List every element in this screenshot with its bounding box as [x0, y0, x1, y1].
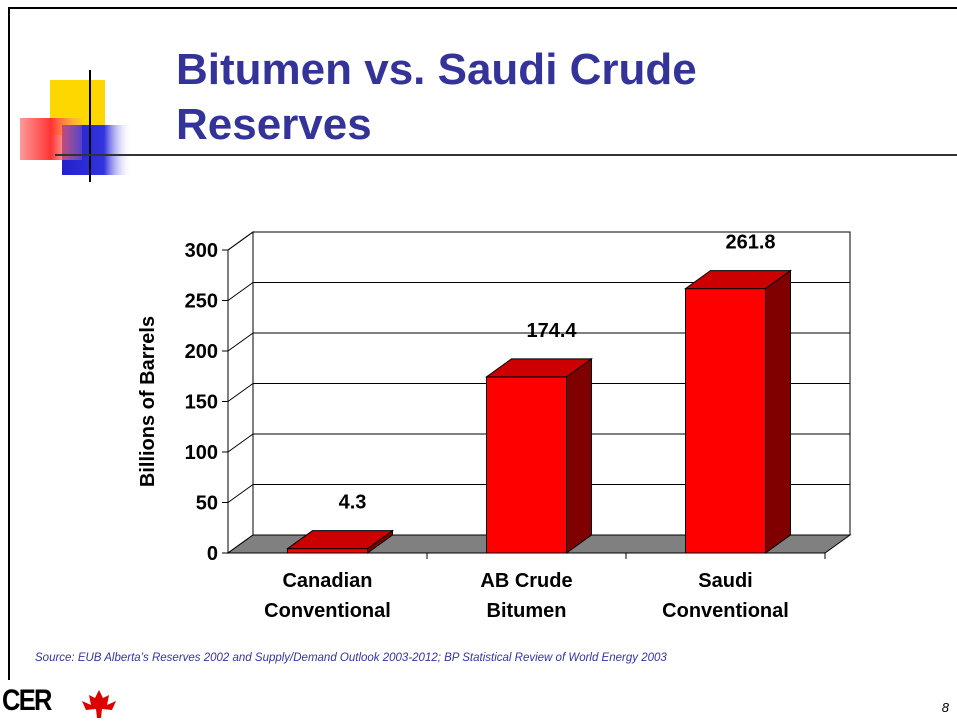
bar-top	[683, 270, 793, 290]
source-note: Source: EUB Alberta’s Reserves 2002 and …	[35, 652, 667, 664]
data-label: 4.3	[339, 492, 367, 514]
y-tick-label: 200	[185, 341, 218, 363]
deco-red	[20, 118, 82, 160]
bar	[486, 376, 567, 554]
grid-line	[227, 332, 254, 352]
grid-line	[227, 484, 254, 503]
data-label: 174.4	[526, 320, 577, 342]
grid-line	[227, 231, 254, 251]
bar-top	[285, 530, 395, 550]
x-tick-label: AB Crude Bitumen	[480, 570, 573, 622]
y-tick-label: 150	[185, 392, 218, 414]
y-tick-label: 250	[185, 291, 218, 313]
grid-line	[227, 282, 254, 301]
bar-side	[566, 357, 592, 554]
y-tick-label: 300	[185, 240, 218, 262]
logo: CER	[2, 684, 52, 717]
y-tick-label: 0	[207, 543, 218, 565]
y-tick-label: 100	[185, 442, 218, 464]
bar	[685, 288, 766, 554]
grid-line	[227, 433, 254, 453]
bar-top	[484, 358, 594, 378]
data-label: 261.8	[725, 232, 775, 254]
bar-side	[765, 269, 791, 554]
grid-line	[227, 383, 254, 402]
x-tick-label: Saudi Conventional	[662, 570, 789, 622]
slide-title: Bitumen vs. Saudi Crude Reserves	[176, 45, 697, 149]
y-axis-title: Billions of Barrels	[137, 316, 159, 487]
y-tick-label: 50	[196, 493, 218, 515]
x-tick-label: Canadian Conventional	[264, 570, 391, 622]
page-number: 8	[941, 700, 949, 715]
maple-leaf	[82, 690, 116, 718]
bar	[287, 548, 368, 554]
